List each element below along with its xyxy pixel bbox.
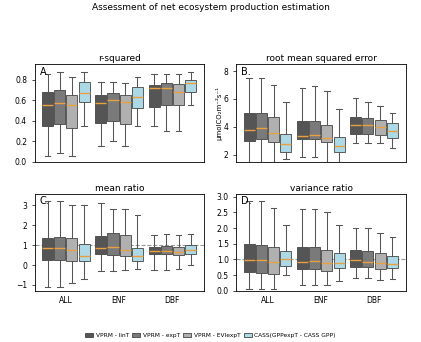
PathPatch shape bbox=[309, 247, 320, 269]
PathPatch shape bbox=[268, 247, 279, 274]
PathPatch shape bbox=[67, 95, 77, 128]
PathPatch shape bbox=[350, 117, 361, 134]
PathPatch shape bbox=[79, 244, 90, 261]
PathPatch shape bbox=[387, 256, 398, 268]
PathPatch shape bbox=[333, 136, 345, 152]
Title: variance ratio: variance ratio bbox=[290, 184, 353, 193]
PathPatch shape bbox=[79, 82, 90, 102]
PathPatch shape bbox=[95, 236, 107, 254]
Y-axis label: μmolCO₂m⁻²s⁻¹: μmolCO₂m⁻²s⁻¹ bbox=[216, 86, 222, 140]
Text: A.: A. bbox=[40, 67, 49, 77]
PathPatch shape bbox=[333, 253, 345, 268]
PathPatch shape bbox=[268, 117, 279, 142]
Legend: VPRM - linT, VPRM - expT, VPRM - EVIexpT, CASS(GPPexpT - CASS GPP): VPRM - linT, VPRM - expT, VPRM - EVIexpT… bbox=[84, 331, 337, 339]
PathPatch shape bbox=[256, 245, 267, 273]
PathPatch shape bbox=[185, 80, 196, 92]
PathPatch shape bbox=[297, 121, 308, 139]
PathPatch shape bbox=[321, 126, 333, 142]
PathPatch shape bbox=[173, 247, 184, 255]
PathPatch shape bbox=[297, 247, 308, 269]
Title: r-squared: r-squared bbox=[98, 54, 141, 63]
PathPatch shape bbox=[120, 95, 131, 123]
PathPatch shape bbox=[321, 250, 333, 271]
PathPatch shape bbox=[375, 120, 386, 135]
PathPatch shape bbox=[173, 84, 184, 105]
PathPatch shape bbox=[280, 251, 291, 266]
PathPatch shape bbox=[256, 113, 267, 139]
PathPatch shape bbox=[387, 122, 398, 138]
Text: Assessment of net ecosystem production estimation: Assessment of net ecosystem production e… bbox=[91, 3, 330, 12]
PathPatch shape bbox=[149, 247, 160, 254]
PathPatch shape bbox=[375, 253, 386, 269]
PathPatch shape bbox=[149, 85, 160, 107]
PathPatch shape bbox=[120, 235, 131, 256]
Text: C.: C. bbox=[40, 196, 50, 207]
PathPatch shape bbox=[67, 238, 77, 261]
PathPatch shape bbox=[132, 87, 143, 108]
PathPatch shape bbox=[362, 118, 373, 134]
PathPatch shape bbox=[107, 93, 119, 121]
PathPatch shape bbox=[244, 113, 255, 141]
PathPatch shape bbox=[350, 250, 361, 267]
Text: B.: B. bbox=[242, 67, 251, 77]
PathPatch shape bbox=[161, 246, 172, 254]
Title: root mean squared error: root mean squared error bbox=[266, 54, 377, 63]
Text: D.: D. bbox=[242, 196, 252, 207]
PathPatch shape bbox=[244, 244, 255, 272]
PathPatch shape bbox=[107, 233, 119, 255]
PathPatch shape bbox=[185, 245, 196, 254]
Title: mean ratio: mean ratio bbox=[95, 184, 144, 193]
PathPatch shape bbox=[309, 121, 320, 139]
PathPatch shape bbox=[161, 83, 172, 105]
PathPatch shape bbox=[132, 248, 143, 261]
PathPatch shape bbox=[362, 251, 373, 267]
PathPatch shape bbox=[95, 95, 107, 122]
PathPatch shape bbox=[54, 237, 65, 260]
PathPatch shape bbox=[280, 134, 291, 152]
PathPatch shape bbox=[42, 238, 53, 260]
PathPatch shape bbox=[54, 90, 65, 123]
PathPatch shape bbox=[42, 92, 53, 126]
